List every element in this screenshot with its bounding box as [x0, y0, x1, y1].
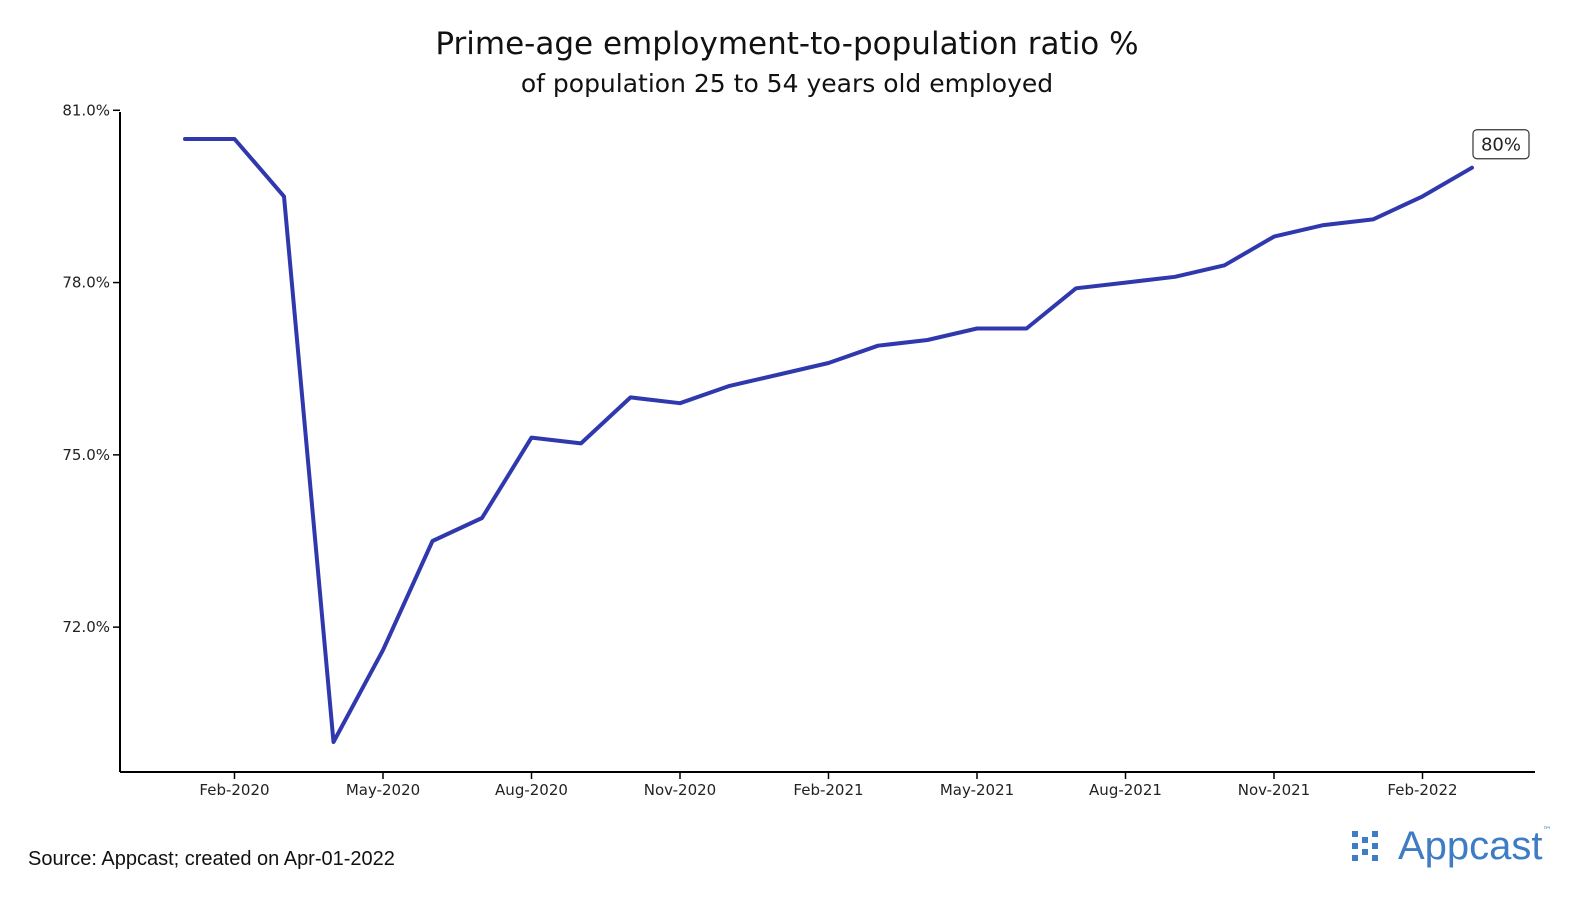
y-axis: 72.0% 75.0% 78.0% 81.0%	[62, 101, 121, 772]
end-value-label: 80%	[1472, 129, 1530, 160]
source-note: Source: Appcast; created on Apr-01-2022	[28, 848, 395, 870]
x-tick-label: Aug-2020	[495, 781, 568, 799]
x-tick-label: May-2021	[940, 781, 1014, 799]
y-tick-label: 81.0%	[62, 101, 110, 119]
x-tick-label: Feb-2022	[1387, 781, 1457, 799]
x-tick-label: Feb-2021	[793, 781, 863, 799]
chart-subtitle: of population 25 to 54 years old employe…	[520, 69, 1054, 98]
x-tick-label: May-2020	[346, 781, 420, 799]
x-tick-label: Aug-2021	[1089, 781, 1162, 799]
y-tick-label: 75.0%	[62, 446, 110, 464]
end-label-text: 80%	[1481, 135, 1521, 156]
x-tick-label: Feb-2020	[199, 781, 269, 799]
series-group	[183, 137, 1474, 744]
brand-trademark: ™	[1542, 826, 1552, 836]
y-tick-label: 72.0%	[62, 618, 110, 636]
x-tick-label: Nov-2020	[644, 781, 716, 799]
brand-logo: Appcast ™	[1352, 822, 1552, 870]
chart-title: Prime-age employment-to-population ratio…	[435, 26, 1139, 62]
annotation-group: 80%	[1472, 129, 1530, 160]
dotted-grid-icon	[1352, 831, 1378, 861]
brand-name: Appcast	[1398, 823, 1543, 868]
series-line	[183, 137, 1474, 744]
x-tick-label: Nov-2021	[1238, 781, 1310, 799]
x-axis: Feb-2020 May-2020 Aug-2020 Nov-2020 Feb-2021…	[120, 771, 1535, 799]
end-label-box	[1472, 129, 1530, 160]
y-tick-label: 78.0%	[62, 274, 110, 292]
